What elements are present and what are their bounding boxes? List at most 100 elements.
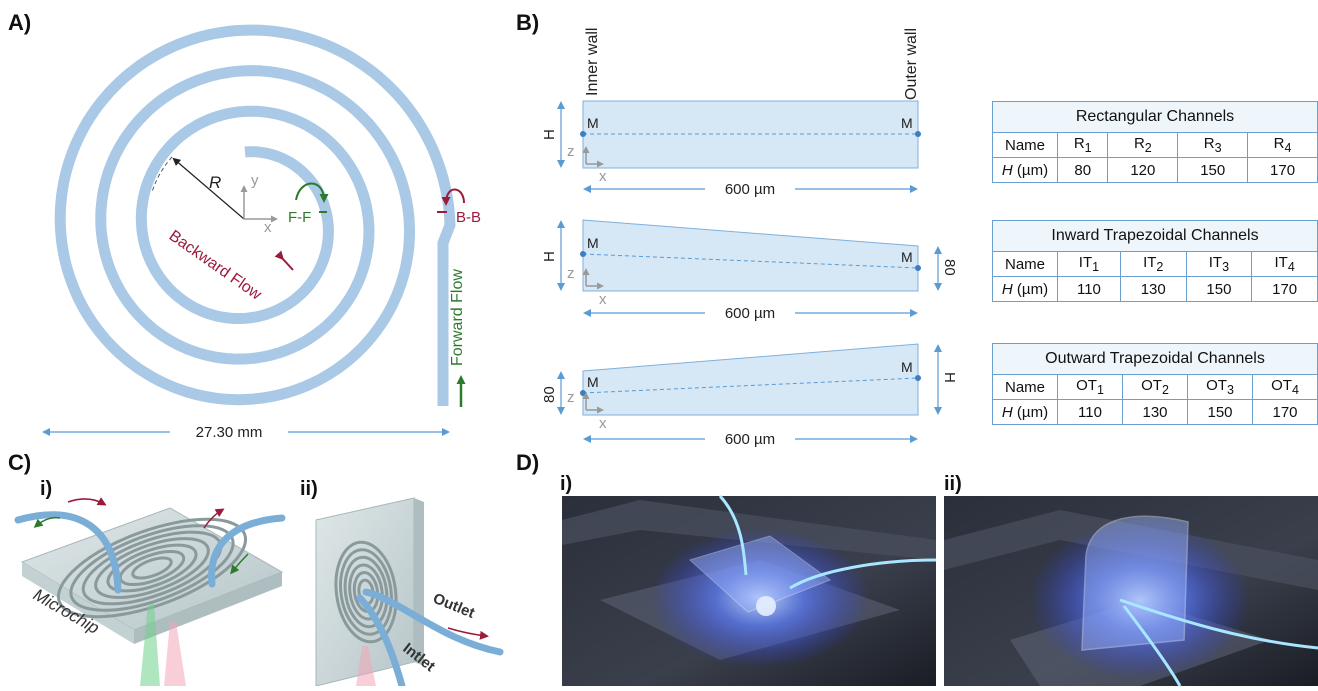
photo-ii-glow xyxy=(1030,520,1250,680)
panel-c-ii-label: ii) xyxy=(300,478,318,500)
rect-point-outer xyxy=(915,131,921,137)
table-name-header: Name xyxy=(992,374,1058,400)
table-cell-value: 110 xyxy=(1057,276,1121,302)
chip-i-side-left xyxy=(22,562,134,644)
outward-point-outer xyxy=(915,375,921,381)
chip-i-arrow-red-right xyxy=(203,508,225,529)
table-cell-name: IT3 xyxy=(1185,251,1253,277)
chip-spiral-ring xyxy=(334,540,398,644)
inward-height-label: H xyxy=(541,251,558,262)
name-sub: 3 xyxy=(1226,383,1234,397)
name-sub: 2 xyxy=(1144,141,1152,155)
table-cell-value: 110 xyxy=(1057,399,1123,425)
outward-fixed-label: 80 xyxy=(541,386,558,403)
height-symbol: H xyxy=(1001,161,1013,179)
name-prefix: OT xyxy=(1206,377,1227,394)
chip-spiral-ring xyxy=(94,537,210,599)
height-symbol: H xyxy=(1001,403,1013,421)
outward-height-label: H xyxy=(941,372,958,383)
chip-spiral-ring xyxy=(69,524,235,612)
outward-width-label: 600 µm xyxy=(725,431,775,448)
outward-m-inner: M xyxy=(587,374,599,390)
outward-point-inner xyxy=(580,390,586,396)
table-cell-name: IT4 xyxy=(1251,251,1318,277)
panel-b-label: B) xyxy=(516,10,539,35)
name-prefix: IT xyxy=(1208,254,1223,271)
table-cell-name: IT2 xyxy=(1119,251,1187,277)
spiral-width-label: 27.30 mm xyxy=(196,424,263,441)
table-title: Rectangular Channels xyxy=(992,101,1318,133)
table-title: Outward Trapezoidal Channels xyxy=(992,343,1318,375)
name-prefix: IT xyxy=(1274,254,1288,271)
inward-m-inner: M xyxy=(587,235,599,251)
inner-wall-label: Inner wall xyxy=(584,28,601,96)
chip-spiral-ring xyxy=(339,548,393,636)
table-cell-name: IT1 xyxy=(1057,251,1121,277)
rect-width-label: 600 µm xyxy=(725,181,775,198)
height-unit: (µm) xyxy=(1012,280,1049,298)
panel-d-i-label: i) xyxy=(560,473,572,495)
inward-point-inner xyxy=(580,251,586,257)
table-cell-value: 130 xyxy=(1119,276,1187,302)
outlet-label: Outlet xyxy=(431,590,478,622)
vertical-microchip-illustration: Outlet Intlet xyxy=(315,497,504,690)
table-cell-value: 130 xyxy=(1122,399,1188,425)
outward-z-label: z xyxy=(567,389,575,406)
panel-c-i-label: i) xyxy=(40,478,52,500)
chip-ii-side xyxy=(414,498,424,666)
height-unit: (µm) xyxy=(1012,403,1049,421)
ff-rotate-arrow xyxy=(295,182,329,203)
table-cell-value: 150 xyxy=(1177,157,1249,183)
rectangular-shape xyxy=(582,100,919,169)
name-prefix: IT xyxy=(1078,254,1093,271)
table-cell-name: R3 xyxy=(1177,132,1249,158)
backward-flow-arrow xyxy=(274,250,294,271)
name-sub: 1 xyxy=(1092,260,1100,274)
inward-m-outer: M xyxy=(901,249,913,265)
inward-trapezoid-section: M M H 80 z x 600 µm xyxy=(541,219,958,322)
height-unit: (µm) xyxy=(1012,161,1049,179)
panel-a-label: A) xyxy=(8,10,31,35)
rect-point-inner xyxy=(580,131,586,137)
outward-x-label: x xyxy=(599,415,607,432)
name-sub: 1 xyxy=(1084,141,1092,155)
outer-wall-label: Outer wall xyxy=(903,28,920,100)
table-cell-name: OT1 xyxy=(1057,374,1123,400)
table-cell-value: 150 xyxy=(1187,399,1253,425)
chip-i-light-green xyxy=(140,604,160,686)
table-height-header: H (µm) xyxy=(992,276,1058,302)
name-sub: 4 xyxy=(1284,141,1292,155)
chip-i-arrow-red-left xyxy=(67,497,107,506)
chip-ii-light-red xyxy=(356,646,376,686)
inward-point-outer xyxy=(915,265,921,271)
y-axis-label: y xyxy=(251,172,259,189)
chip-spiral-ring xyxy=(348,563,384,621)
photo-i-tube-2 xyxy=(789,558,937,590)
bb-rotate-arrow xyxy=(441,188,465,206)
table-name-header: Name xyxy=(992,251,1058,277)
photo-i-tube-1 xyxy=(718,494,748,576)
photo-ii-tube-2 xyxy=(1122,605,1182,687)
radius-arc-dashed xyxy=(151,156,173,193)
table-rectangular-channels: Rectangular Channels Name R1 R2 R3 R4 H … xyxy=(992,101,1318,183)
inward-x-label: x xyxy=(599,291,607,308)
table-outward-trapezoidal-channels: Outward Trapezoidal Channels Name OT1 OT… xyxy=(992,343,1318,425)
table-cell-value: 80 xyxy=(1056,157,1109,183)
horizontal-microchip-illustration: Microchip xyxy=(14,497,286,686)
name-prefix: R xyxy=(1133,135,1145,152)
name-prefix: OT xyxy=(1076,377,1097,394)
ff-label: F-F xyxy=(288,209,311,226)
table-title: Inward Trapezoidal Channels xyxy=(992,220,1318,252)
table-inward-trapezoidal-channels: Inward Trapezoidal Channels Name IT1 IT2… xyxy=(992,220,1318,302)
photo-ii-tube-1 xyxy=(1119,598,1318,650)
table-cell-name: R4 xyxy=(1247,132,1318,158)
chip-spiral-ring xyxy=(56,517,248,619)
inward-z-label: z xyxy=(567,265,575,282)
outward-m-outer: M xyxy=(901,359,913,375)
chip-i-arrow-green-right xyxy=(230,553,249,575)
table-cell-name: OT3 xyxy=(1187,374,1253,400)
chip-ii-tube-inlet xyxy=(356,594,406,690)
photo-i-light-spot xyxy=(756,596,776,616)
